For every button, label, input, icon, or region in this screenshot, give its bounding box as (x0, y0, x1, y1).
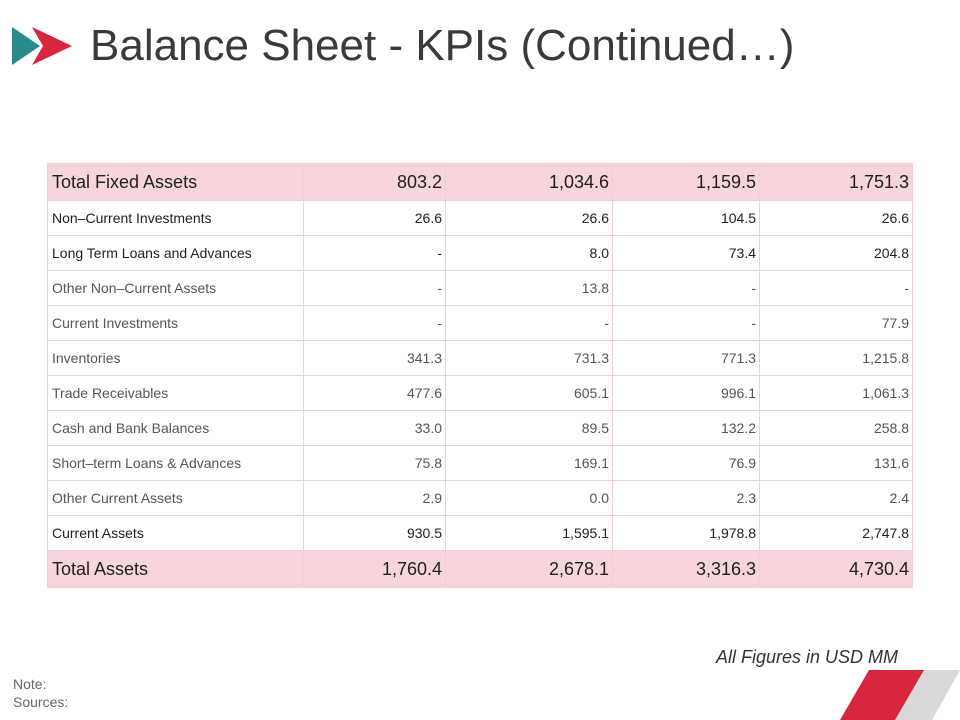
value-col-4: 1,061.3 (759, 375, 913, 411)
table-row-other-current-assets: Other Current Assets 2.9 0.0 2.3 2.4 (47, 480, 913, 516)
value-col-4: 131.6 (759, 445, 913, 481)
value-col-3: - (612, 270, 760, 306)
value-col-2: 1,595.1 (445, 515, 613, 551)
table-row-other-non-current-assets: Other Non–Current Assets - 13.8 - - (47, 270, 913, 306)
value-col-3: 76.9 (612, 445, 760, 481)
value-col-3: 104.5 (612, 200, 760, 236)
corner-stripes-decoration (840, 670, 960, 720)
row-label: Trade Receivables (47, 375, 304, 411)
row-label: Non–Current Investments (47, 200, 304, 236)
value-col-2: 169.1 (445, 445, 613, 481)
value-col-3: 1,978.8 (612, 515, 760, 551)
table-row-current-assets: Current Assets 930.5 1,595.1 1,978.8 2,7… (47, 515, 913, 551)
value-col-1: 26.6 (303, 200, 446, 236)
value-col-3: 73.4 (612, 235, 760, 271)
value-col-4: 2,747.8 (759, 515, 913, 551)
value-col-1: 33.0 (303, 410, 446, 446)
value-col-2: 2,678.1 (445, 550, 613, 588)
value-col-2: 8.0 (445, 235, 613, 271)
value-col-1: 2.9 (303, 480, 446, 516)
value-col-2: 731.3 (445, 340, 613, 376)
value-col-1: 477.6 (303, 375, 446, 411)
value-col-3: 996.1 (612, 375, 760, 411)
value-col-1: 341.3 (303, 340, 446, 376)
value-col-4: 77.9 (759, 305, 913, 341)
value-col-2: 26.6 (445, 200, 613, 236)
balance-sheet-table-container: Total Fixed Assets 803.2 1,034.6 1,159.5… (47, 163, 913, 588)
value-col-1: 75.8 (303, 445, 446, 481)
row-label: Total Assets (47, 550, 304, 588)
teal-arrow-shape (12, 27, 40, 65)
value-col-2: 13.8 (445, 270, 613, 306)
value-col-1: 930.5 (303, 515, 446, 551)
value-col-2: 0.0 (445, 480, 613, 516)
table-row-long-term-loans: Long Term Loans and Advances - 8.0 73.4 … (47, 235, 913, 271)
value-col-3: 1,159.5 (612, 163, 760, 201)
table-row-total-assets: Total Assets 1,760.4 2,678.1 3,316.3 4,7… (47, 550, 913, 588)
value-col-4: 204.8 (759, 235, 913, 271)
table-row-non-current-investments: Non–Current Investments 26.6 26.6 104.5 … (47, 200, 913, 236)
value-col-4: 258.8 (759, 410, 913, 446)
table-row-total-fixed-assets: Total Fixed Assets 803.2 1,034.6 1,159.5… (47, 163, 913, 201)
value-col-1: 1,760.4 (303, 550, 446, 588)
table-row-inventories: Inventories 341.3 731.3 771.3 1,215.8 (47, 340, 913, 376)
value-col-3: 3,316.3 (612, 550, 760, 588)
row-label: Other Non–Current Assets (47, 270, 304, 306)
value-col-4: 2.4 (759, 480, 913, 516)
title-arrow-logo (12, 27, 72, 65)
value-col-2: 89.5 (445, 410, 613, 446)
value-col-2: 605.1 (445, 375, 613, 411)
table-row-current-investments: Current Investments - - - 77.9 (47, 305, 913, 341)
value-col-4: 1,215.8 (759, 340, 913, 376)
red-arrow-shape (32, 27, 72, 65)
row-label: Current Assets (47, 515, 304, 551)
value-col-1: - (303, 270, 446, 306)
value-col-1: 803.2 (303, 163, 446, 201)
row-label: Cash and Bank Balances (47, 410, 304, 446)
row-label: Other Current Assets (47, 480, 304, 516)
value-col-3: 2.3 (612, 480, 760, 516)
value-col-3: 771.3 (612, 340, 760, 376)
row-label: Long Term Loans and Advances (47, 235, 304, 271)
value-col-4: - (759, 270, 913, 306)
table-row-cash-and-bank: Cash and Bank Balances 33.0 89.5 132.2 2… (47, 410, 913, 446)
value-col-2: 1,034.6 (445, 163, 613, 201)
value-col-2: - (445, 305, 613, 341)
value-col-4: 26.6 (759, 200, 913, 236)
sources-label: Sources: (13, 694, 69, 710)
page-title: Balance Sheet - KPIs (Continued…) (90, 21, 795, 70)
row-label: Total Fixed Assets (47, 163, 304, 201)
row-label: Short–term Loans & Advances (47, 445, 304, 481)
row-label: Inventories (47, 340, 304, 376)
value-col-3: - (612, 305, 760, 341)
figures-note: All Figures in USD MM (715, 647, 898, 667)
value-col-1: - (303, 235, 446, 271)
value-col-1: - (303, 305, 446, 341)
balance-sheet-kpi-table: Total Fixed Assets 803.2 1,034.6 1,159.5… (47, 163, 913, 588)
table-row-trade-receivables: Trade Receivables 477.6 605.1 996.1 1,06… (47, 375, 913, 411)
table-row-short-term-loans: Short–term Loans & Advances 75.8 169.1 7… (47, 445, 913, 481)
value-col-3: 132.2 (612, 410, 760, 446)
value-col-4: 4,730.4 (759, 550, 913, 588)
value-col-4: 1,751.3 (759, 163, 913, 201)
note-label: Note: (13, 676, 47, 692)
red-stripe-shape (840, 670, 924, 720)
row-label: Current Investments (47, 305, 304, 341)
